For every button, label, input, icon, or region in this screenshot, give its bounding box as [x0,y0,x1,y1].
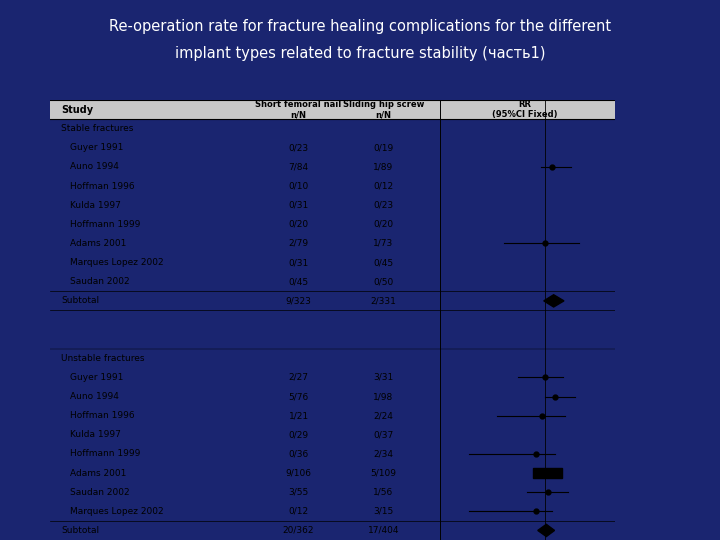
Text: Study: Study [61,105,94,114]
Text: Marques Lopez 2002: Marques Lopez 2002 [70,507,163,516]
Text: 3/15: 3/15 [373,507,393,516]
Text: RR
(95%CI Fixed): RR (95%CI Fixed) [492,100,557,119]
Text: 0/23: 0/23 [373,201,393,210]
Text: 7/84: 7/84 [289,163,309,172]
Text: 0/31: 0/31 [289,258,309,267]
Text: Auno 1994: Auno 1994 [70,392,119,401]
Text: Marques Lopez 2002: Marques Lopez 2002 [70,258,163,267]
Text: 20/362: 20/362 [283,526,315,535]
Text: 0/20: 0/20 [373,220,393,229]
FancyBboxPatch shape [534,468,562,478]
Text: 2/24: 2/24 [374,411,393,420]
Text: 2/34: 2/34 [374,449,393,458]
Text: Hoffman 1996: Hoffman 1996 [70,181,135,191]
Text: implant types related to fracture stability (часть1): implant types related to fracture stabil… [175,46,545,61]
Text: Short femoral nail
n/N: Short femoral nail n/N [256,100,342,119]
Text: 0/45: 0/45 [373,258,393,267]
Text: Re-operation rate for fracture healing complications for the different: Re-operation rate for fracture healing c… [109,19,611,34]
Text: 0/37: 0/37 [373,430,393,439]
Text: Stable fractures: Stable fractures [61,124,134,133]
Text: Guyer 1991: Guyer 1991 [70,143,123,152]
Text: 0/29: 0/29 [289,430,309,439]
Text: Kulda 1997: Kulda 1997 [70,430,121,439]
Text: 2/79: 2/79 [289,239,309,248]
Text: Auno 1994: Auno 1994 [70,163,119,172]
Text: 0/20: 0/20 [289,220,309,229]
Text: Kulda 1997: Kulda 1997 [70,201,121,210]
Text: 1/56: 1/56 [373,488,393,497]
Text: 0/36: 0/36 [289,449,309,458]
Text: Subtotal: Subtotal [61,526,99,535]
Text: 1/89: 1/89 [373,163,393,172]
Text: 0/45: 0/45 [289,277,309,286]
Text: Guyer 1991: Guyer 1991 [70,373,123,382]
Text: 17/404: 17/404 [368,526,399,535]
Text: 0/19: 0/19 [373,143,393,152]
Text: Hoffman 1996: Hoffman 1996 [70,411,135,420]
Text: Hoffmann 1999: Hoffmann 1999 [70,449,140,458]
Text: Unstable fractures: Unstable fractures [61,354,145,363]
Text: 9/323: 9/323 [286,296,312,305]
Text: Adams 2001: Adams 2001 [70,239,126,248]
Text: 1/73: 1/73 [373,239,393,248]
Text: 2/331: 2/331 [370,296,396,305]
Text: 3/31: 3/31 [373,373,393,382]
Text: 3/55: 3/55 [289,488,309,497]
Text: Hoffmann 1999: Hoffmann 1999 [70,220,140,229]
Text: Subtotal: Subtotal [61,296,99,305]
Text: Saudan 2002: Saudan 2002 [70,277,130,286]
Text: 0/12: 0/12 [289,507,309,516]
Text: 1/21: 1/21 [289,411,309,420]
Text: Saudan 2002: Saudan 2002 [70,488,130,497]
Text: 0/12: 0/12 [373,181,393,191]
Polygon shape [544,295,564,307]
Polygon shape [538,524,554,537]
Text: Adams 2001: Adams 2001 [70,469,126,477]
Text: 0/23: 0/23 [289,143,309,152]
Text: 5/76: 5/76 [289,392,309,401]
FancyBboxPatch shape [50,100,615,119]
Text: 0/31: 0/31 [289,201,309,210]
Text: 5/109: 5/109 [370,469,396,477]
Text: 9/106: 9/106 [286,469,312,477]
Text: 0/50: 0/50 [373,277,393,286]
Text: 2/27: 2/27 [289,373,309,382]
Text: 0/10: 0/10 [289,181,309,191]
Text: Sliding hip screw
n/N: Sliding hip screw n/N [343,100,424,119]
Text: 1/98: 1/98 [373,392,393,401]
